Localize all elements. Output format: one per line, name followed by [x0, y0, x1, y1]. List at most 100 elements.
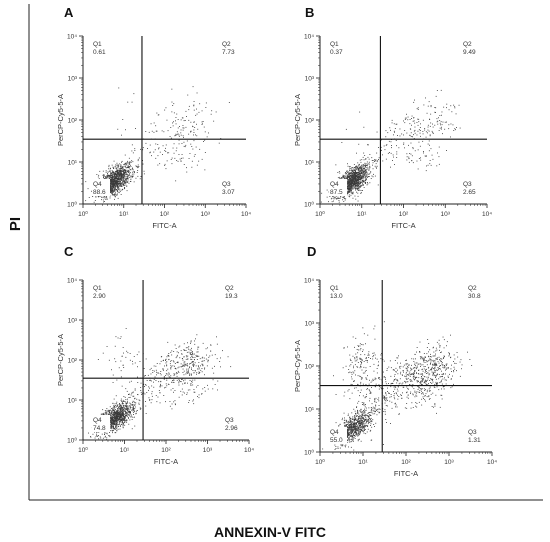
scatter-point: [363, 171, 365, 173]
scatter-point: [211, 367, 213, 369]
scatter-point: [362, 417, 364, 419]
scatter-point: [357, 168, 359, 170]
scatter-point: [355, 177, 356, 178]
scatter-point: [161, 356, 163, 357]
scatter-point: [167, 383, 169, 385]
scatter-point: [214, 365, 215, 367]
quadrant-label-bg: [462, 179, 480, 196]
scatter-point: [117, 175, 119, 177]
scatter-point: [153, 151, 155, 153]
scatter-point: [159, 373, 161, 374]
scatter-point: [111, 187, 112, 189]
scatter-point: [113, 404, 115, 406]
scatter-point: [438, 146, 440, 148]
scatter-point: [123, 405, 125, 407]
scatter-point: [171, 350, 173, 352]
scatter-point: [194, 340, 195, 342]
panels-group: A10⁰10⁰10¹10¹10²10²10³10³10⁴10⁴FITC-APer…: [56, 5, 497, 478]
scatter-point: [144, 386, 145, 387]
scatter-point: [374, 160, 376, 162]
scatter-point: [119, 170, 121, 171]
quadrant-percent: 0.37: [330, 49, 343, 56]
scatter-point: [368, 169, 369, 171]
scatter-point: [100, 437, 102, 439]
scatter-point: [120, 164, 122, 166]
scatter-point: [360, 161, 362, 163]
scatter-point: [361, 164, 363, 166]
scatter-point: [364, 180, 366, 182]
x-axis-label: FITC-A: [154, 457, 178, 466]
scatter-point: [188, 370, 189, 372]
scatter-point: [123, 401, 124, 402]
scatter-point: [426, 155, 427, 157]
scatter-point: [119, 422, 121, 423]
scatter-point: [185, 358, 187, 360]
scatter-point: [111, 423, 112, 425]
scatter-point: [113, 181, 115, 183]
scatter-point: [150, 123, 152, 125]
scatter-point: [207, 361, 209, 363]
scatter-point: [173, 361, 175, 363]
scatter-point: [351, 178, 353, 180]
scatter-point: [176, 379, 178, 381]
scatter-point: [139, 407, 141, 409]
scatter-point: [105, 171, 107, 173]
scatter-point: [439, 115, 441, 116]
scatter-point: [106, 177, 108, 179]
scatter-point: [218, 142, 220, 144]
scatter-point: [118, 407, 120, 409]
scatter-point: [159, 163, 161, 165]
scatter-point: [127, 408, 129, 410]
scatter-point: [347, 188, 348, 189]
scatter-point: [358, 166, 360, 168]
scatter-point: [114, 171, 116, 172]
scatter-point: [142, 160, 143, 161]
scatter-point: [111, 182, 113, 183]
scatter-point: [120, 404, 121, 406]
scatter-point: [346, 173, 347, 174]
panel-letter: D: [307, 244, 316, 259]
scatter-point: [121, 402, 123, 404]
scatter-point: [348, 187, 350, 189]
scatter-point: [127, 171, 129, 173]
scatter-point: [362, 168, 364, 170]
scatter-point: [111, 418, 112, 420]
scatter-point: [188, 158, 190, 159]
scatter-point: [347, 163, 348, 165]
scatter-point: [124, 181, 125, 183]
scatter-point: [173, 143, 175, 145]
scatter-point: [344, 198, 345, 199]
scatter-point: [350, 185, 352, 187]
scatter-point: [386, 144, 388, 146]
scatter-point: [107, 171, 109, 173]
scatter-point: [135, 413, 137, 415]
scatter-point: [355, 187, 357, 189]
scatter-point: [121, 412, 123, 413]
scatter-point: [131, 392, 133, 394]
scatter-point: [129, 406, 131, 408]
scatter-point: [365, 158, 367, 159]
scatter-point: [124, 418, 126, 420]
scatter-point: [175, 133, 177, 135]
scatter-point: [131, 101, 133, 103]
scatter-point: [197, 356, 199, 357]
scatter-point: [160, 374, 162, 376]
scatter-point: [126, 162, 128, 163]
scatter-point: [116, 406, 118, 407]
scatter-point: [116, 417, 117, 419]
scatter-point: [363, 181, 365, 183]
scatter-point: [119, 163, 121, 165]
scatter-point: [125, 179, 127, 181]
scatter-point: [206, 136, 208, 138]
scatter-point: [109, 174, 111, 176]
scatter-point: [104, 195, 105, 197]
scatter-point: [127, 407, 128, 409]
scatter-point: [175, 135, 177, 136]
scatter-point: [356, 152, 357, 154]
scatter-point: [109, 411, 111, 413]
scatter-point: [109, 189, 111, 191]
scatter-point: [131, 150, 133, 152]
scatter-point: [411, 118, 412, 119]
scatter-point: [195, 338, 196, 340]
scatter-point: [350, 171, 352, 173]
